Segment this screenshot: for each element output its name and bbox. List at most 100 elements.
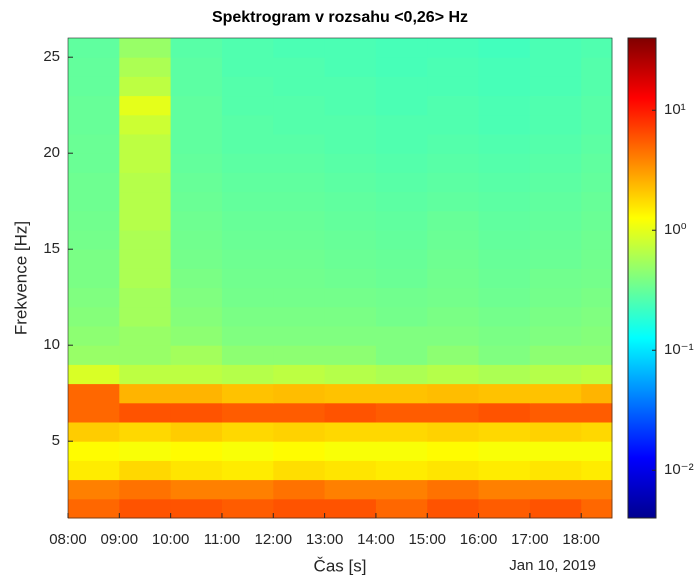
heatmap-cell xyxy=(119,134,172,154)
x-tick-label: 09:00 xyxy=(101,531,139,548)
heatmap-cell xyxy=(529,479,582,500)
heatmap-cell xyxy=(170,76,223,97)
heatmap-cell xyxy=(581,268,613,289)
heatmap-cell xyxy=(273,57,326,77)
heatmap-cell xyxy=(273,172,326,193)
heatmap-cell xyxy=(68,287,120,308)
heatmap-cell xyxy=(375,57,428,77)
heatmap-cell xyxy=(478,191,531,212)
heatmap-cell xyxy=(427,191,480,212)
heatmap-cell xyxy=(529,95,582,116)
heatmap-cell xyxy=(375,287,428,308)
heatmap-cell xyxy=(427,134,480,154)
heatmap-cell xyxy=(119,191,172,212)
heatmap-cell xyxy=(119,153,172,173)
heatmap-cell xyxy=(529,364,582,385)
y-tick-label: 15 xyxy=(43,240,60,257)
heatmap-cell xyxy=(119,172,172,193)
heatmap-cell xyxy=(529,134,582,154)
heatmap-cell xyxy=(68,422,120,442)
heatmap-cell xyxy=(221,383,274,404)
heatmap-cell xyxy=(119,498,172,519)
heatmap-cell xyxy=(68,134,120,154)
x-tick-label: 18:00 xyxy=(562,531,600,548)
heatmap-cell xyxy=(375,38,428,58)
x-axis-label: Čas [s] xyxy=(314,556,367,575)
heatmap-cell xyxy=(478,460,531,481)
heatmap-cell xyxy=(581,249,613,269)
x-tick-label: 10:00 xyxy=(152,531,190,548)
heatmap-cell xyxy=(324,191,377,212)
heatmap-cell xyxy=(119,38,172,58)
heatmap-cell xyxy=(170,191,223,212)
heatmap-cell xyxy=(273,422,326,442)
heatmap-cell xyxy=(427,153,480,173)
heatmap-cell xyxy=(529,76,582,97)
heatmap-cell xyxy=(273,76,326,97)
heatmap-cell xyxy=(375,76,428,97)
heatmap-cell xyxy=(427,306,480,327)
heatmap-cell xyxy=(119,364,172,385)
heatmap-cell xyxy=(478,210,531,231)
heatmap-cell xyxy=(529,172,582,193)
heatmap-cell xyxy=(375,345,428,365)
x-tick-label: 17:00 xyxy=(511,531,549,548)
heatmap-cell xyxy=(478,422,531,442)
heatmap-cell xyxy=(427,345,480,365)
heatmap-cell xyxy=(170,172,223,193)
heatmap-cell xyxy=(529,441,582,461)
heatmap-cell xyxy=(581,479,613,500)
heatmap-cell xyxy=(324,441,377,461)
heatmap-cell xyxy=(119,345,172,365)
heatmap-cell xyxy=(273,364,326,385)
heatmap-cell xyxy=(221,57,274,77)
x-tick-label: 14:00 xyxy=(357,531,395,548)
heatmap-cell xyxy=(324,76,377,97)
heatmap-cell xyxy=(68,95,120,116)
heatmap-cell xyxy=(478,383,531,404)
heatmap-cell xyxy=(427,364,480,385)
heatmap-cell xyxy=(427,249,480,269)
y-tick-label: 25 xyxy=(43,48,60,65)
heatmap-cell xyxy=(529,383,582,404)
heatmap-cell xyxy=(273,230,326,250)
heatmap-cell xyxy=(581,287,613,308)
heatmap-cell xyxy=(119,479,172,500)
heatmap-cell xyxy=(170,114,223,135)
heatmap-cell xyxy=(273,191,326,212)
heatmap-cell xyxy=(324,460,377,481)
heatmap-cell xyxy=(375,479,428,500)
heatmap-cell xyxy=(221,460,274,481)
heatmap-cell xyxy=(581,460,613,481)
heatmap-cell xyxy=(529,326,582,346)
heatmap-cell xyxy=(324,268,377,289)
heatmap-cell xyxy=(529,498,582,519)
heatmap-cell xyxy=(427,38,480,58)
heatmap-cell xyxy=(581,441,613,461)
heatmap-cell xyxy=(478,364,531,385)
colorbar-tick-label: 10¹ xyxy=(664,101,686,118)
heatmap-cell xyxy=(581,306,613,327)
heatmap-cell xyxy=(427,57,480,77)
heatmap-cell xyxy=(170,153,223,173)
heatmap-cell xyxy=(324,153,377,173)
heatmap-cell xyxy=(273,114,326,135)
heatmap-cell xyxy=(221,249,274,269)
heatmap-cell xyxy=(427,422,480,442)
heatmap-cell xyxy=(478,134,531,154)
heatmap-cell xyxy=(581,172,613,193)
heatmap-cell xyxy=(119,306,172,327)
heatmap-cell xyxy=(375,95,428,116)
heatmap-cell xyxy=(221,172,274,193)
heatmap-cell xyxy=(581,230,613,250)
heatmap-cell xyxy=(68,479,120,500)
heatmap-cell xyxy=(221,364,274,385)
heatmap-cell xyxy=(324,402,377,423)
heatmap-cell xyxy=(427,498,480,519)
heatmap-cell xyxy=(529,422,582,442)
heatmap-cell xyxy=(324,383,377,404)
heatmap-cell xyxy=(273,306,326,327)
heatmap-cell xyxy=(581,345,613,365)
heatmap-cell xyxy=(273,38,326,58)
heatmap-cell xyxy=(581,422,613,442)
